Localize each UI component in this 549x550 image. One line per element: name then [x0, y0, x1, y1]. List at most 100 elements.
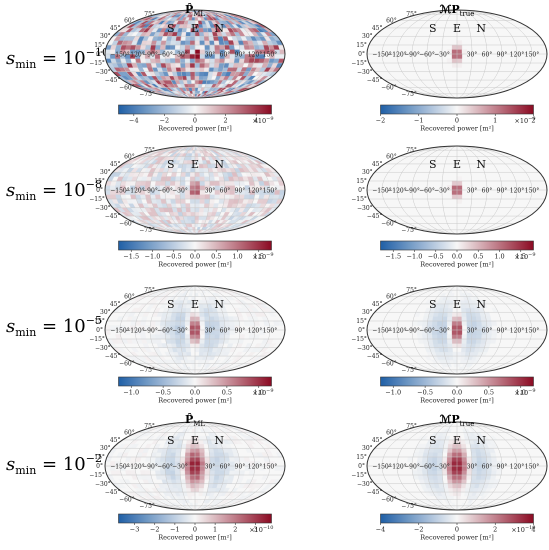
pixel-cell [194, 67, 200, 72]
pixel-cell [460, 487, 466, 493]
pixel-cell [448, 355, 454, 361]
lat-tick-label: 0° [96, 463, 103, 470]
pixel-cell [171, 448, 177, 453]
pixel-cell [189, 44, 196, 50]
pixel-cell [490, 452, 497, 458]
lon-tick-label: −150° [110, 464, 129, 471]
pixel-cell [203, 172, 210, 177]
colorbar-tick-label: 0 [193, 526, 197, 534]
lat-tick-label: 60° [386, 17, 397, 24]
lat-tick-label: −30° [357, 69, 373, 76]
pixel-cell [194, 355, 200, 361]
pixel-cell [140, 194, 147, 200]
pixel-cell [448, 351, 454, 357]
lon-tick-label: −30° [434, 328, 450, 335]
pixel-cell [451, 334, 458, 340]
pixel-cell [194, 194, 201, 200]
colorbar-gradient [118, 240, 272, 251]
pixel-cell [436, 334, 443, 340]
pixel-cell [199, 207, 205, 213]
pixel-cell [189, 452, 196, 458]
lat-tick-label: 45° [110, 301, 121, 308]
lon-tick-label: 90° [497, 328, 508, 335]
pixel-cell [422, 320, 428, 326]
pixel-cell [451, 194, 458, 200]
pixel-cell [432, 316, 439, 322]
lat-tick-label: −30° [357, 205, 373, 212]
pixel-cell [186, 351, 192, 357]
pixel-cell [209, 44, 216, 50]
pixel-cell [185, 343, 191, 348]
pixel-cell [214, 334, 221, 340]
pixel-cell [456, 483, 462, 489]
pixel-cell [437, 312, 444, 317]
lon-tick-label: −120° [125, 188, 144, 195]
pixel-cell [456, 62, 463, 68]
lat-tick-label: 15° [94, 318, 105, 325]
pixel-cell [194, 211, 200, 217]
colorbar-tick-label: 0 [455, 117, 459, 125]
colorbar-tick-label: 0.5 [222, 389, 232, 397]
colorbar-tick-label: −0.5 [417, 389, 433, 397]
pixel-cell [170, 62, 177, 68]
graticule [367, 422, 547, 510]
pixel-cell [189, 320, 196, 326]
pixel-cell [140, 470, 147, 476]
lat-tick-label: 15° [94, 42, 105, 49]
pixel-cell [189, 58, 196, 64]
pixel-cell [190, 215, 196, 221]
pixel-cell [190, 483, 196, 489]
lon-tick-label: 90° [497, 188, 508, 195]
pixel-cell [471, 338, 477, 344]
pixel-cell [279, 185, 285, 191]
colorbar-tick-label: 1.5 [516, 253, 526, 261]
graticule [105, 422, 285, 510]
pixel-cell [433, 448, 439, 453]
pixel-cell [219, 456, 226, 462]
pixel-cell [189, 176, 196, 182]
pixel-cell [194, 176, 201, 182]
pixel-cell [198, 27, 204, 33]
pixel-cell [199, 307, 205, 313]
pixel-cell [179, 334, 186, 340]
lat-tick-label: 60° [386, 429, 397, 436]
colorbar-tick-label: −3 [130, 526, 140, 534]
pixel-cell [155, 194, 161, 200]
lat-tick-label: −45° [367, 77, 383, 84]
pixel-cell [209, 58, 216, 64]
colorbar-gradient [380, 376, 534, 387]
lat-tick-label: −30° [95, 205, 111, 212]
lon-tick-label: −90° [142, 52, 158, 59]
pixel-cell [150, 320, 157, 326]
pixel-cell [185, 167, 191, 173]
sky-map-r3-p0: −150°−120°−90° −60° −30° 30° 60° 90° 120° 150°7… [89, 421, 286, 511]
pixel-cell [175, 316, 181, 322]
pixel-cell [174, 180, 181, 186]
colorbar-tick-label: 2 [233, 526, 237, 534]
lon-tick-label: 120° [510, 464, 524, 471]
pixel-cell [175, 203, 182, 208]
pixel-cell [279, 465, 285, 471]
pixel-cell [155, 456, 161, 462]
pixel-cell [208, 479, 215, 484]
lat-tick-label: −45° [105, 489, 121, 496]
pixel-cell [175, 198, 181, 204]
region-label: N [476, 158, 486, 171]
lon-tick-label: 60° [220, 464, 231, 471]
pixel-cell [171, 36, 177, 41]
lon-tick-label: −60° [157, 52, 173, 59]
map-outline [366, 145, 548, 235]
pixel-cell [456, 312, 462, 317]
pixel-cell [204, 334, 211, 340]
pixel-cell [194, 448, 200, 453]
colorbar-r2-p1: −1.0 −0.5 0.0 0.5 1.0 Recovered power [m²] ×10… [380, 376, 536, 405]
pixel-cell [466, 470, 473, 476]
lat-tick-label: 60° [124, 153, 135, 160]
pixel-cell [199, 470, 206, 476]
pixel-cell [204, 474, 210, 480]
pixel-cell [175, 338, 181, 344]
pixel-cell [214, 320, 221, 326]
pixel-cell [209, 338, 215, 344]
pixel-cell [214, 44, 221, 50]
pixel-cell [456, 53, 463, 59]
